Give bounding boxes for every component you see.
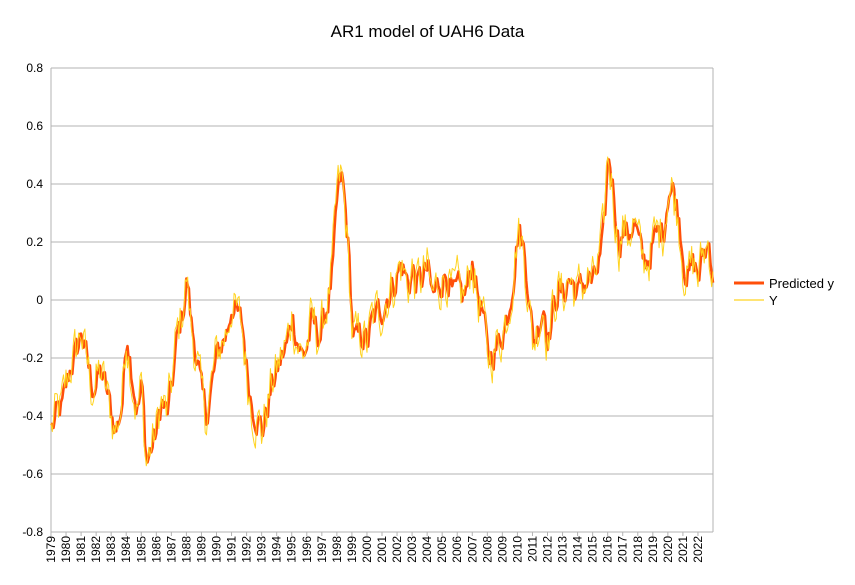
x-tick-label: 2016	[601, 536, 615, 563]
y-tick-label: -0.8	[22, 525, 43, 539]
x-tick-label: 1986	[149, 536, 163, 563]
y-tick-label: 0	[36, 293, 43, 307]
x-tick-label: 1996	[300, 536, 314, 563]
x-tick-label: 2006	[450, 536, 464, 563]
x-tick-label: 2001	[375, 536, 389, 563]
y-tick-label: 0.4	[26, 177, 43, 191]
x-tick-label: 2015	[586, 536, 600, 563]
y-tick-label: -0.6	[22, 467, 43, 481]
series-layer	[50, 156, 715, 467]
legend-label: Y	[769, 293, 778, 308]
x-tick-label: 2021	[676, 536, 690, 563]
x-tick-label: 2003	[405, 536, 419, 563]
x-tick-label: 1992	[240, 536, 254, 563]
x-tick-label: 1980	[59, 536, 73, 563]
x-tick-label: 2000	[360, 536, 374, 563]
x-tick-label: 1991	[225, 536, 239, 563]
series-line-y	[50, 156, 714, 467]
y-tick-label: 0.2	[26, 235, 43, 249]
x-tick-label: 1988	[179, 536, 193, 563]
y-tick-label: -0.4	[22, 409, 43, 423]
x-tick-label: 1979	[44, 536, 58, 563]
x-tick-label: 2014	[571, 536, 585, 563]
grid-layer	[51, 67, 714, 533]
x-tick-label: 1987	[164, 536, 178, 563]
chart-title: AR1 model of UAH6 Data	[330, 22, 525, 41]
x-tick-label: 1984	[119, 536, 133, 563]
y-tick-label: 0.6	[26, 119, 43, 133]
x-tick-label: 1997	[315, 536, 329, 563]
x-tick-label: 2020	[661, 536, 675, 563]
x-tick-label: 1983	[104, 536, 118, 563]
x-tick-label: 2022	[691, 536, 705, 563]
x-tick-label: 1999	[345, 536, 359, 563]
x-tick-label: 1982	[89, 536, 103, 563]
x-tick-label: 2005	[435, 536, 449, 563]
x-tick-label: 2013	[556, 536, 570, 563]
x-tick-label: 2011	[525, 536, 539, 562]
x-tick-label: 1994	[270, 536, 284, 563]
x-tick-label: 1990	[210, 536, 224, 563]
x-tick-label: 2008	[480, 536, 494, 563]
x-tick-label: 1995	[285, 536, 299, 563]
legend-label: Predicted y	[769, 276, 835, 291]
x-tick-label: 1989	[194, 536, 208, 563]
x-tick-label: 2019	[646, 536, 660, 563]
x-tick-label: 2017	[616, 536, 630, 563]
x-tick-label: 2007	[465, 536, 479, 563]
x-tick-label: 2004	[420, 536, 434, 563]
legend: Predicted y Y	[734, 276, 835, 308]
series-line-predicted-y	[50, 158, 715, 464]
x-tick-label: 2009	[495, 536, 509, 563]
y-tick-label: 0.8	[26, 61, 43, 75]
x-tick-label: 2012	[541, 536, 555, 563]
x-tick-label: 1998	[330, 536, 344, 563]
x-tick-label: 2018	[631, 536, 645, 563]
x-tick-label: 1981	[74, 536, 88, 563]
x-tick-label: 2010	[510, 536, 524, 563]
x-tick-label: 1985	[134, 536, 148, 563]
y-tick-label: -0.2	[22, 351, 43, 365]
x-tick-label: 2002	[390, 536, 404, 563]
x-tick-label: 1993	[255, 536, 269, 563]
